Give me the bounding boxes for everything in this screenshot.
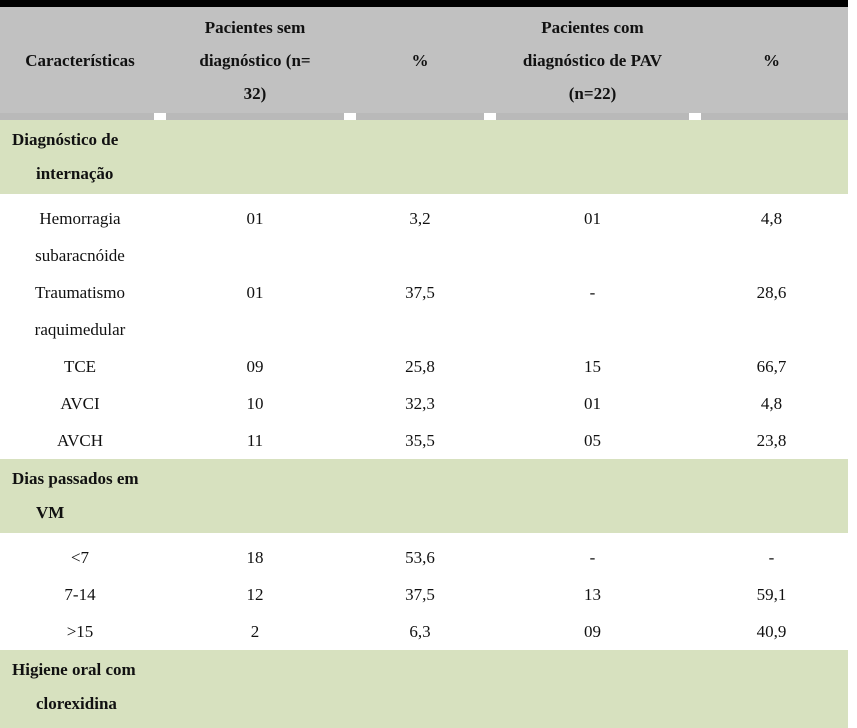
row-label-line: AVCH	[57, 431, 103, 450]
cell-pct-com: 59,1	[756, 585, 787, 604]
header-line: diagnóstico (n=	[199, 50, 311, 70]
header-line: Pacientes sem	[204, 17, 306, 37]
section-higiene-oral-clorexidina: Higiene oral com clorexidina	[0, 650, 848, 728]
cell-pct-sem: 6,3	[409, 622, 431, 641]
cell-n-sem: 2	[250, 622, 260, 641]
header-label: %	[411, 50, 429, 70]
row-label-line: subaracnóide	[35, 246, 125, 265]
cell-n-sem: 09	[246, 357, 264, 376]
cell-pct-com: 4,8	[760, 209, 783, 228]
cell-pct-sem: 53,6	[405, 548, 435, 567]
header-percent-com: %	[695, 7, 848, 113]
cell-n-sem: 10	[246, 394, 264, 413]
cell-n-sem: 01	[246, 283, 264, 302]
row-label: AVCH	[0, 422, 160, 459]
strip-segment	[356, 113, 484, 120]
header-label: Características	[25, 50, 135, 70]
table-row-menor-7: <7 18 53,6 - -	[0, 539, 848, 576]
table-row-7-14: 7-14 12 37,5 13 59,1	[0, 576, 848, 613]
rows-dias-vm: <7 18 53,6 - - 7-14 12 37,5 13 59,1 >15	[0, 533, 848, 650]
table-row-maior-15: >15 2 6,3 09 40,9	[0, 613, 848, 650]
row-label-line: Traumatismo	[34, 283, 126, 302]
section-label-line: clorexidina	[36, 694, 117, 713]
cell-pct-com: 66,7	[756, 357, 787, 376]
cell-pct-sem: 3,2	[409, 209, 431, 228]
cell-pct-sem: 25,8	[405, 357, 435, 376]
cell-n-sem: 12	[246, 585, 264, 604]
strip-segment	[701, 113, 848, 120]
cell-pct-sem: 37,5	[405, 283, 435, 302]
cell-n-com: 05	[584, 431, 601, 450]
cell-pct-com: 4,8	[760, 394, 783, 413]
section-diagnostico-de-internacao: Diagnóstico de internação	[0, 120, 848, 194]
cell-pct-sem: 35,5	[405, 431, 435, 450]
cell-pct-com: 40,9	[756, 622, 787, 641]
row-label-line: raquimedular	[34, 320, 126, 339]
header-caracteristicas: Características	[0, 7, 160, 113]
row-label-line: AVCI	[60, 394, 100, 413]
section-label-line: VM	[36, 503, 65, 522]
cell-n-com: -	[589, 548, 596, 567]
section-label-line: Dias passados em	[12, 469, 139, 488]
section-label-line: internação	[36, 164, 114, 183]
row-label: TCE	[0, 348, 160, 385]
cell-n-com: 13	[584, 585, 601, 604]
header-line: Pacientes com	[541, 17, 644, 37]
row-label-line: Hemorragia	[39, 209, 121, 228]
table-row-avch: AVCH 11 35,5 05 23,8	[0, 422, 848, 459]
row-label-line: <7	[70, 548, 90, 567]
strip-segment	[166, 113, 344, 120]
rows-diagnostico: Hemorragia subaracnóide 01 3,2 01 4,8 Tr…	[0, 194, 848, 459]
cell-n-sem: 01	[246, 209, 264, 228]
row-label: >15	[0, 613, 160, 650]
table-header-row: Características Pacientes sem diagnóstic…	[0, 7, 848, 113]
cell-n-com: 09	[584, 622, 601, 641]
header-line: 32)	[243, 83, 267, 103]
top-black-bar	[0, 0, 848, 7]
cell-n-com: 15	[584, 357, 601, 376]
row-label: 7-14	[0, 576, 160, 613]
row-label-line: TCE	[63, 357, 97, 376]
cell-pct-com: -	[768, 548, 775, 567]
header-label: %	[763, 50, 780, 70]
cell-pct-com: 28,6	[756, 283, 787, 302]
table-row-avci: AVCI 10 32,3 01 4,8	[0, 385, 848, 422]
cell-n-com: 01	[584, 394, 601, 413]
row-label: AVCI	[0, 385, 160, 422]
header-pacientes-com-pav: Pacientes com diagnóstico de PAV (n=22)	[490, 7, 695, 113]
header-line: diagnóstico de PAV	[522, 50, 663, 70]
row-label-line: >15	[66, 622, 94, 641]
header-bottom-strip	[0, 113, 848, 120]
row-label-line: 7-14	[64, 585, 96, 604]
header-pacientes-sem-diagnostico: Pacientes sem diagnóstico (n= 32)	[160, 7, 350, 113]
header-percent-sem: %	[350, 7, 490, 113]
strip-segment	[0, 113, 154, 120]
table-row-tce: TCE 09 25,8 15 66,7	[0, 348, 848, 385]
table-row-traumatismo: Traumatismo raquimedular 01 37,5 - 28,6	[0, 274, 848, 348]
row-label: <7	[0, 539, 160, 576]
section-label-line: Higiene oral com	[12, 660, 136, 679]
row-label: Traumatismo raquimedular	[0, 274, 160, 348]
header-line: (n=22)	[568, 83, 617, 103]
cell-n-com: 01	[584, 209, 601, 228]
cell-pct-sem: 37,5	[405, 585, 435, 604]
cell-n-sem: 18	[246, 548, 264, 567]
table-row-hemorragia: Hemorragia subaracnóide 01 3,2 01 4,8	[0, 200, 848, 274]
cell-n-sem: 11	[246, 431, 264, 450]
row-label: Hemorragia subaracnóide	[0, 200, 160, 274]
table: Características Pacientes sem diagnóstic…	[0, 7, 848, 728]
section-dias-passados-em-vm: Dias passados em VM	[0, 459, 848, 533]
cell-pct-com: 23,8	[756, 431, 787, 450]
strip-segment	[496, 113, 689, 120]
cell-n-com: -	[589, 283, 596, 302]
section-label-line: Diagnóstico de	[12, 130, 119, 149]
cell-pct-sem: 32,3	[405, 394, 435, 413]
